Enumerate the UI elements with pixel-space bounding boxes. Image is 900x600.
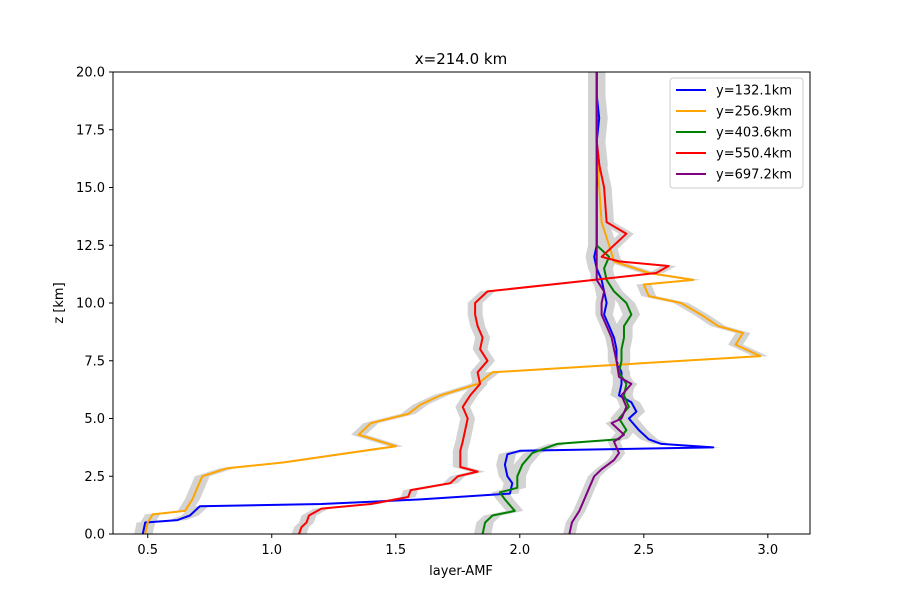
legend-label-2: y=256.9km [716, 105, 792, 120]
y-axis-title: z [km] [52, 282, 67, 323]
legend-label-4: y=550.4km [716, 147, 792, 162]
legend-label-5: y=697.2km [716, 168, 792, 183]
legend-label-3: y=403.6km [716, 126, 792, 141]
y-tick-label: 17.5 [76, 123, 105, 138]
x-tick-label: 0.5 [137, 543, 158, 558]
legend-box [669, 77, 804, 189]
series-lines [141, 72, 762, 535]
x-tick-label: 3.0 [757, 543, 778, 558]
y-axis-ticks: 0.0 2.5 5.0 7.5 10.0 12.5 15.0 17.5 20.0 [76, 66, 113, 543]
x-tick-label: 1.0 [261, 543, 282, 558]
x-tick-label: 1.5 [385, 543, 406, 558]
y-tick-label: 15.0 [76, 181, 105, 196]
x-tick-label: 2.0 [509, 543, 530, 558]
y-tick-label: 10.0 [76, 297, 105, 312]
y-tick-label: 7.5 [84, 354, 105, 369]
y-tick-label: 2.5 [84, 470, 105, 485]
y-tick-label: 5.0 [84, 412, 105, 427]
legend-label-1: y=132.1km [716, 84, 792, 99]
x-tick-label: 2.5 [633, 543, 654, 558]
chart-title: x=214.0 km [415, 50, 507, 68]
y-tick-label: 0.0 [84, 528, 105, 543]
series-2-band [137, 72, 768, 534]
series-5-line [568, 72, 633, 535]
x-axis-ticks: 0.5 1.0 1.5 2.0 2.5 3.0 [137, 534, 778, 558]
series-3-line [481, 72, 633, 535]
y-tick-label: 12.5 [76, 239, 105, 254]
series-2-line [144, 72, 762, 535]
series-4-line [298, 72, 670, 535]
x-axis-title: layer-AMF [429, 564, 493, 579]
y-tick-label: 20.0 [76, 66, 105, 81]
legend: y=132.1km y=256.9km y=403.6km y=550.4km y=69… [669, 77, 804, 189]
